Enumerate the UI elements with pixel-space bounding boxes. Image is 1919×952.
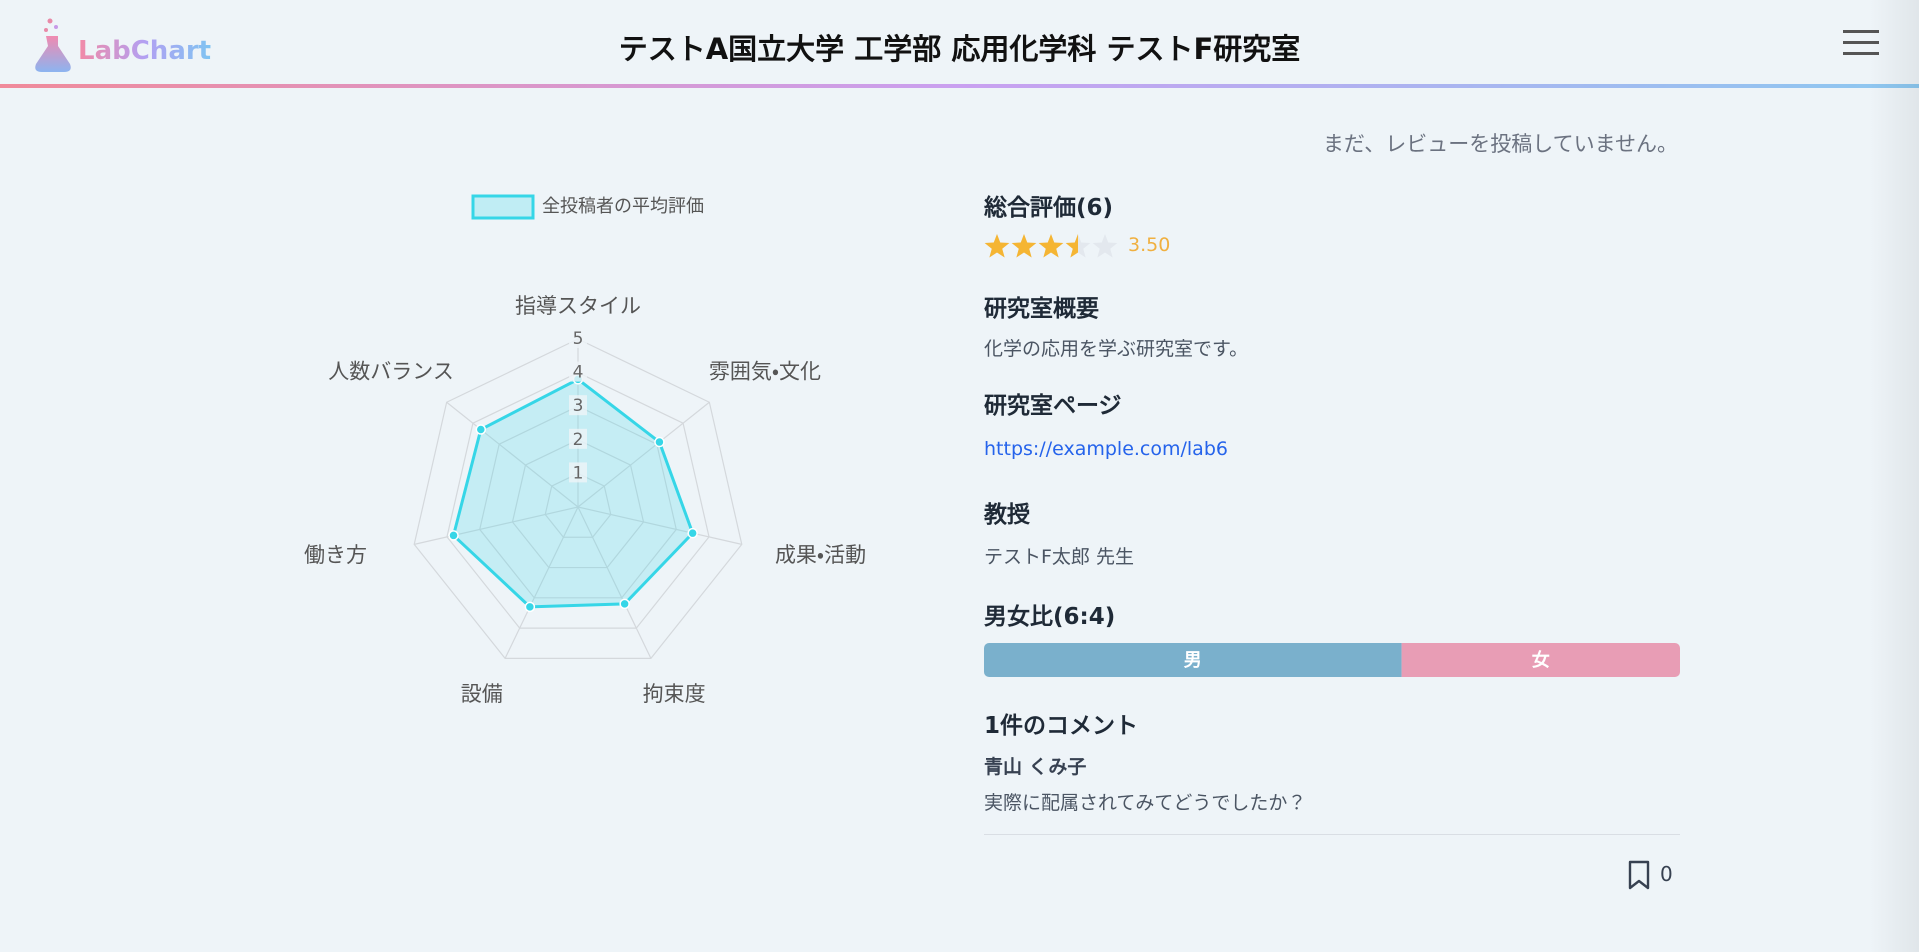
- radar-point: [619, 598, 630, 610]
- page-title: テストA国立大学 工学部 応用化学科 テストF研究室: [618, 32, 1301, 66]
- section-title: 男女比(6:4): [984, 604, 1116, 630]
- tick-bg: [569, 428, 587, 449]
- star-empty: [1092, 234, 1118, 258]
- axis-line: [577, 506, 742, 545]
- axis-label: 設備: [461, 682, 503, 706]
- section-title: 1件のコメント: [984, 713, 1139, 739]
- header: LabChart テストA国立大学 工学部 応用化学科 テストF研究室: [0, 0, 1919, 88]
- bookmark-icon[interactable]: [1626, 860, 1652, 890]
- logo[interactable]: LabChart: [78, 36, 212, 66]
- gender-label: 男: [1184, 650, 1202, 671]
- tick-bg: [569, 328, 587, 348]
- comment-author: 青山 くみ子: [984, 756, 1087, 778]
- tick-label: 2: [573, 430, 584, 450]
- star: [1065, 234, 1078, 258]
- axis-line: [414, 506, 579, 545]
- divider: [984, 834, 1680, 835]
- axis-line: [577, 506, 652, 659]
- axis-label: 働き方: [304, 543, 367, 567]
- axis-label: 拘束度: [643, 682, 706, 706]
- star: [1011, 234, 1037, 258]
- axis-label: 雰囲気・文化: [709, 360, 821, 384]
- section-title: 研究室概要: [984, 296, 1099, 322]
- axis-line: [504, 506, 579, 659]
- tick-bg: [569, 395, 587, 416]
- radar-point: [524, 601, 536, 613]
- radar-point: [687, 527, 698, 539]
- radar-area: [451, 377, 695, 609]
- gender-segment: [984, 643, 1402, 677]
- overview-text: 化学の応用を学ぶ研究室です。: [984, 338, 1249, 360]
- rating-value: 3.50: [1128, 234, 1171, 256]
- professor-name: テストF太郎 先生: [984, 546, 1134, 568]
- axis-label: 人数バランス: [328, 360, 454, 384]
- logo-icon: [35, 18, 71, 72]
- rating-stars: [984, 234, 1118, 258]
- gender-bar: 男女: [984, 643, 1680, 677]
- axis-label: 成果・活動: [775, 543, 866, 567]
- menu-button[interactable]: [1843, 28, 1879, 60]
- comment-text: 実際に配属されてみてどうでしたか？: [984, 792, 1307, 814]
- tick-bg: [569, 462, 587, 483]
- gender-label: 女: [1532, 649, 1550, 671]
- tick-label: 3: [573, 396, 584, 416]
- legend-label: 全投稿者の平均評価: [542, 196, 704, 217]
- star: [984, 234, 1010, 258]
- gender-segment: [1401, 643, 1680, 677]
- axis-line: [446, 401, 579, 508]
- tick-bg: [569, 361, 587, 382]
- notice: まだ、レビューを投稿していません。: [1322, 132, 1678, 156]
- radar-point: [448, 530, 459, 541]
- edge-shadow: [1869, 0, 1919, 952]
- grid-line: [544, 472, 612, 538]
- grid-line: [511, 439, 645, 569]
- section-title: 研究室ページ: [984, 393, 1122, 419]
- lab-link[interactable]: https://example.com/lab6: [984, 438, 1228, 460]
- grid-line: [446, 371, 710, 629]
- grid-line: [413, 338, 743, 659]
- section-title: 総合評価(6): [984, 195, 1114, 221]
- axis-label: 指導スタイル: [515, 294, 641, 318]
- section-title: 教授: [984, 502, 1030, 528]
- tick-label: 1: [573, 463, 584, 483]
- legend-swatch: [471, 194, 535, 220]
- radar-point: [654, 436, 665, 448]
- axis-line: [577, 401, 710, 508]
- star: [1038, 234, 1064, 258]
- radar-point: [475, 424, 487, 435]
- tick-label: 5: [573, 329, 584, 349]
- grid-line: [479, 405, 677, 599]
- tick-label: 4: [573, 363, 584, 383]
- bookmark-count: 0: [1660, 862, 1673, 886]
